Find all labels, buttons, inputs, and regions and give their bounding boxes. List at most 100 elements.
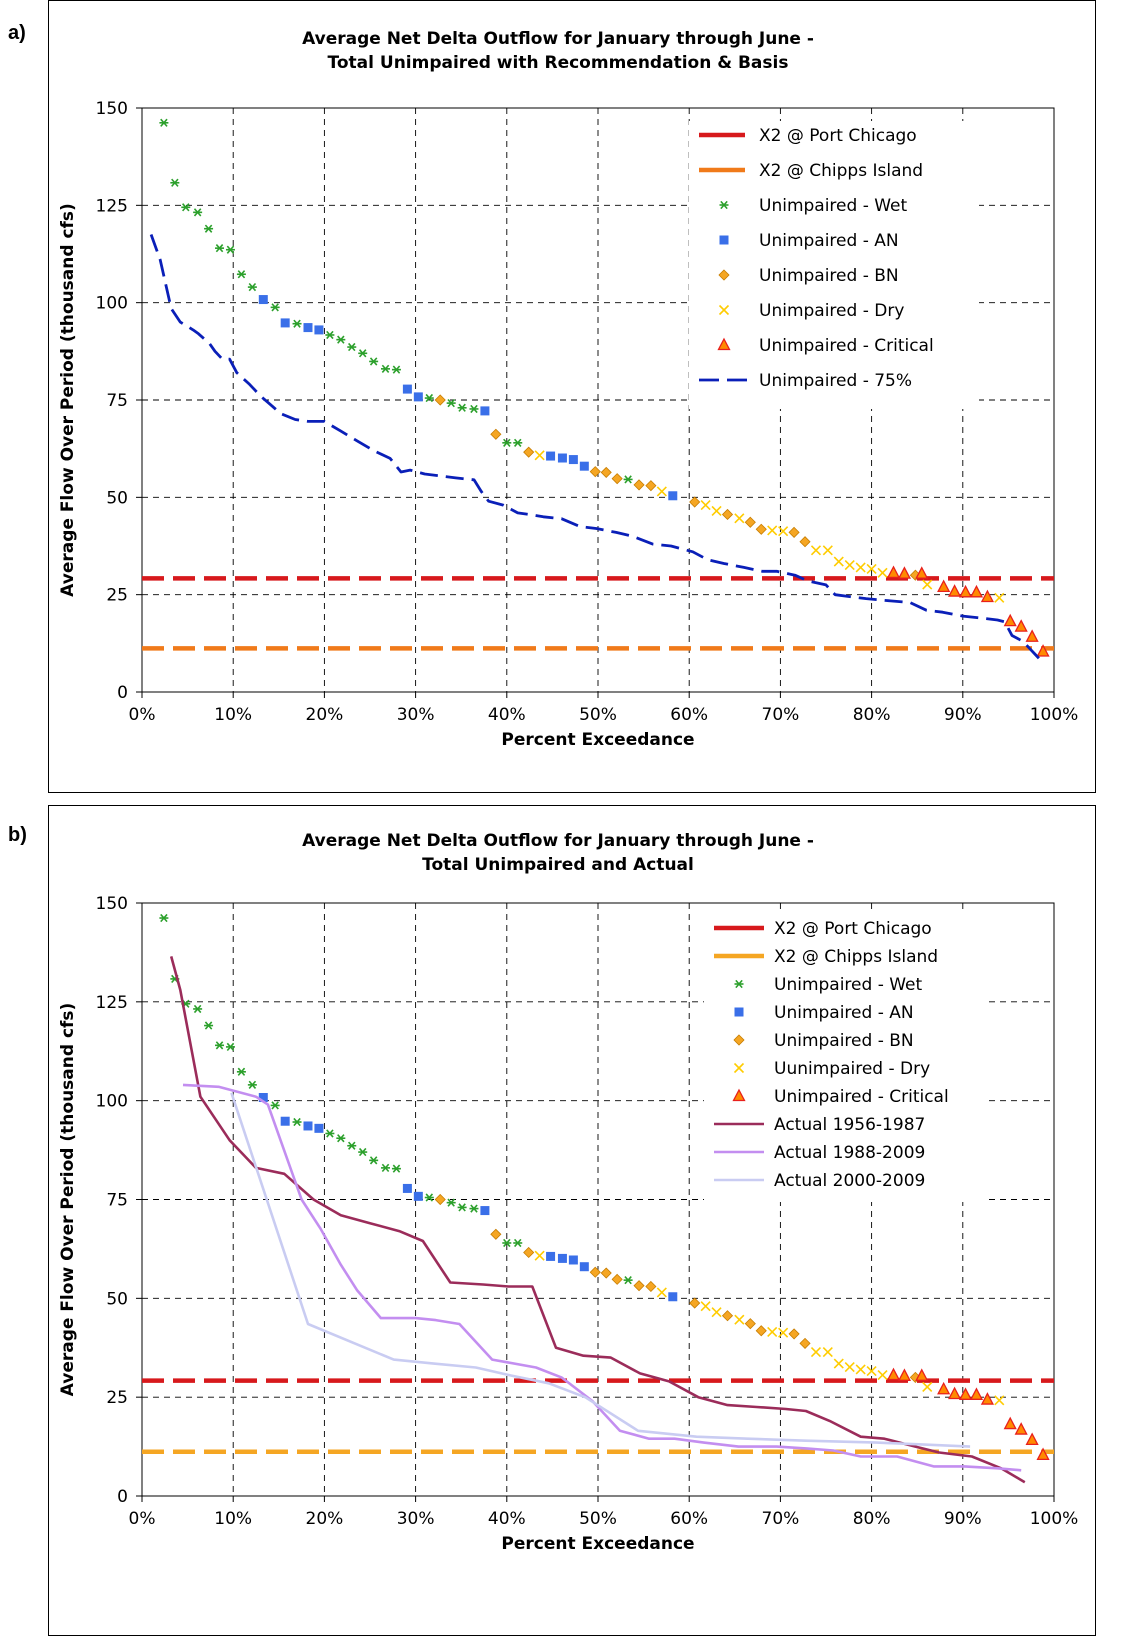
chart-a-series-unimpaired-wet-point <box>469 404 479 414</box>
chart-b-series-actual-1988-2009 <box>182 1083 1022 1472</box>
chart-b-ytick-label: 125 <box>96 993 128 1013</box>
chart-b-legend-unimpaired-wet-label: Unimpaired - Wet <box>774 975 923 995</box>
chart-b-series-unimpaired-bn-point <box>611 1273 623 1285</box>
chart-b-series-uunimpaired-dry-point-b <box>822 1347 833 1358</box>
chart-b-series-unimpaired-critical-point <box>969 1387 984 1400</box>
chart-a-legend-unimpaired-wet-label: Unimpaired - Wet <box>759 196 908 216</box>
chart-b-series-actual-1956-1987-line <box>169 956 1026 1484</box>
chart-b-series-uunimpaired-dry-point <box>734 1314 745 1325</box>
chart-a-title: Average Net Delta Outflow for January th… <box>302 29 814 49</box>
chart-a-series-unimpaired-an-point <box>568 455 578 465</box>
chart-a-series-unimpaired-wet-point-d2 <box>447 398 455 408</box>
chart-b-series-unimpaired-wet-point-d2 <box>513 1238 522 1248</box>
chart-a-series-unimpaired-wet-point <box>204 224 214 233</box>
chart-a: Average Net Delta Outflow for January th… <box>58 29 1078 750</box>
chart-a-ytick-label: 150 <box>96 99 128 119</box>
chart-b-series-unimpaired-wet-point-d2 <box>226 1042 235 1052</box>
chart-a-series-unimpaired-wet-point-d2 <box>503 438 511 447</box>
chart-b-series-unimpaired-critical-point <box>958 1387 973 1400</box>
chart-b-series-unimpaired-critical-point <box>1025 1432 1039 1446</box>
chart-b-series-unimpaired-wet-point <box>424 1193 434 1202</box>
chart-a-series-unimpaired-an-point <box>480 406 490 416</box>
chart-b-series-uunimpaired-dry-point-b <box>767 1326 778 1338</box>
chart-b-series-unimpaired-wet-point <box>292 1117 302 1127</box>
chart-b-series-unimpaired-bn-point <box>721 1310 734 1322</box>
chart-a-series-unimpaired-bn-point <box>600 466 612 478</box>
chart-a-legend-unimpaired-bn-label: Unimpaired - BN <box>759 266 899 286</box>
chart-b-legend: X2 @ Port Chicago X2 @ Chipps Island Unimp… <box>704 914 984 1202</box>
chart-a-series-unimpaired-wet-point-d2 <box>193 208 202 217</box>
chart-b-legend-unimpaired-critical-swatch <box>732 1088 746 1102</box>
chart-b: Average Net Delta Outflow for January th… <box>58 831 1078 1554</box>
chart-b-legend-unimpaired-wet-swatch-d2 <box>735 979 743 989</box>
chart-b-legend-actual-2000-2009-label: Actual 2000-2009 <box>774 1171 925 1191</box>
chart-a-xtick-label: 70% <box>762 705 800 725</box>
chart-b-legend-uunimpaired-dry-label: Uunimpaired - Dry <box>774 1059 930 1079</box>
chart-a-xtick-label: 20% <box>306 705 344 725</box>
chart-a-series-unimpaired-wet-point <box>457 403 467 412</box>
chart-a-series-unimpaired-dry-point-b <box>922 579 933 590</box>
chart-a-series-unimpaired-an-point <box>546 451 556 461</box>
chart-b-series-unimpaired-wet-point <box>325 1129 335 1138</box>
chart-b-legend-actual-1956-1987-label: Actual 1956-1987 <box>774 1115 925 1135</box>
chart-b-series-unimpaired-critical-point <box>1003 1416 1017 1430</box>
chart-a-legend-unimpaired-critical-swatch <box>717 337 731 351</box>
chart-b-xtick-label: 30% <box>397 1509 435 1529</box>
chart-b-legend-unimpaired-wet-swatch <box>734 979 744 989</box>
chart-b-subtitle: Total Unimpaired and Actual <box>422 855 694 875</box>
chart-b-series-unimpaired-wet-point <box>159 913 169 923</box>
chart-b-xtick-label: 10% <box>214 1509 252 1529</box>
chart-a-series-unimpaired-dry-point <box>822 545 833 556</box>
chart-b-series-unimpaired-wet-point-d2 <box>326 1129 334 1138</box>
chart-a-series-unimpaired-dry-point-b <box>767 525 778 536</box>
chart-b-series-uunimpaired-dry-point <box>844 1362 855 1373</box>
chart-a-series-unimpaired-bn-point <box>755 523 767 535</box>
chart-a-series-unimpaired-wet-point-d2 <box>293 319 301 328</box>
chart-b-xtick-label: 50% <box>579 1509 617 1529</box>
chart-a-series-unimpaired-wet-point <box>325 330 335 340</box>
chart-a-series-unimpaired-critical-point <box>948 584 962 597</box>
chart-a-series-unimpaired-dry-point <box>810 545 822 556</box>
chart-a-series-unimpaired-dry <box>534 450 1005 603</box>
chart-b-series-unimpaired-bn-point <box>633 1280 645 1292</box>
chart-a-series-unimpaired-an-point <box>402 384 412 394</box>
chart-b-xtick-label: 60% <box>670 1509 708 1529</box>
chart-a-xtick-label: 60% <box>670 705 708 725</box>
chart-b-series-uunimpaired-dry-point <box>810 1347 822 1358</box>
chart-a-xlabel: Percent Exceedance <box>501 730 694 750</box>
chart-b-series-unimpaired-wet-point <box>381 1163 391 1173</box>
chart-b-series-uunimpaired-dry-point-b <box>833 1358 844 1369</box>
chart-a-series-unimpaired-wet-point-d2 <box>160 118 168 127</box>
chart-b-series-unimpaired-an-point <box>402 1183 412 1193</box>
chart-a-series-unimpaired-bn-point <box>799 536 811 548</box>
chart-a-series-unimpaired-wet-point <box>502 438 512 447</box>
chart-b-series-unimpaired-wet-point <box>369 1156 379 1165</box>
chart-b-series-unimpaired-critical-point <box>1036 1447 1050 1461</box>
chart-a-series-unimpaired-dry-point <box>833 556 844 567</box>
chart-a-legend-unimpaired-bn-swatch <box>718 269 730 281</box>
chart-a-series-unimpaired-bn-point <box>611 473 623 485</box>
chart-panel-b: Average Net Delta Outflow for January th… <box>48 805 1096 1636</box>
chart-b-series-uunimpaired-dry <box>534 1250 1005 1406</box>
chart-b-series-unimpaired-wet-point-d2 <box>425 1193 434 1202</box>
chart-b-legend-unimpaired-bn-swatch <box>733 1034 745 1046</box>
chart-b-series-unimpaired-bn-point <box>744 1318 756 1330</box>
chart-b-series-unimpaired-wet-point-d2 <box>337 1134 345 1143</box>
chart-b-title: Average Net Delta Outflow for January th… <box>302 831 814 851</box>
chart-a-series-unimpaired-critical-point <box>1025 629 1039 642</box>
chart-b-series-uunimpaired-dry-point <box>767 1326 778 1338</box>
chart-a-series-unimpaired-wet-point <box>225 245 235 254</box>
chart-b-series-unimpaired-wet-point-d2 <box>381 1163 390 1173</box>
chart-b-legend-box <box>704 914 984 1202</box>
chart-a-series-unimpaired-wet-point <box>236 270 246 279</box>
chart-a-series-unimpaired-dry-point-b <box>855 562 866 573</box>
chart-b-xlabel: Percent Exceedance <box>501 1534 694 1554</box>
chart-a-series-unimpaired-wet-point <box>347 342 357 352</box>
chart-a-series-unimpaired-wet-point-d2 <box>215 244 224 253</box>
chart-b-ytick-label: 25 <box>106 1388 128 1408</box>
chart-b-series-uunimpaired-dry-point-b <box>922 1381 933 1392</box>
chart-a-xtick-label: 50% <box>579 705 617 725</box>
chart-a-series-unimpaired-dry-point <box>711 505 722 517</box>
chart-a-series-unimpaired-wet-point-d2 <box>204 224 213 233</box>
chart-b-series-unimpaired-critical <box>886 1367 1050 1461</box>
